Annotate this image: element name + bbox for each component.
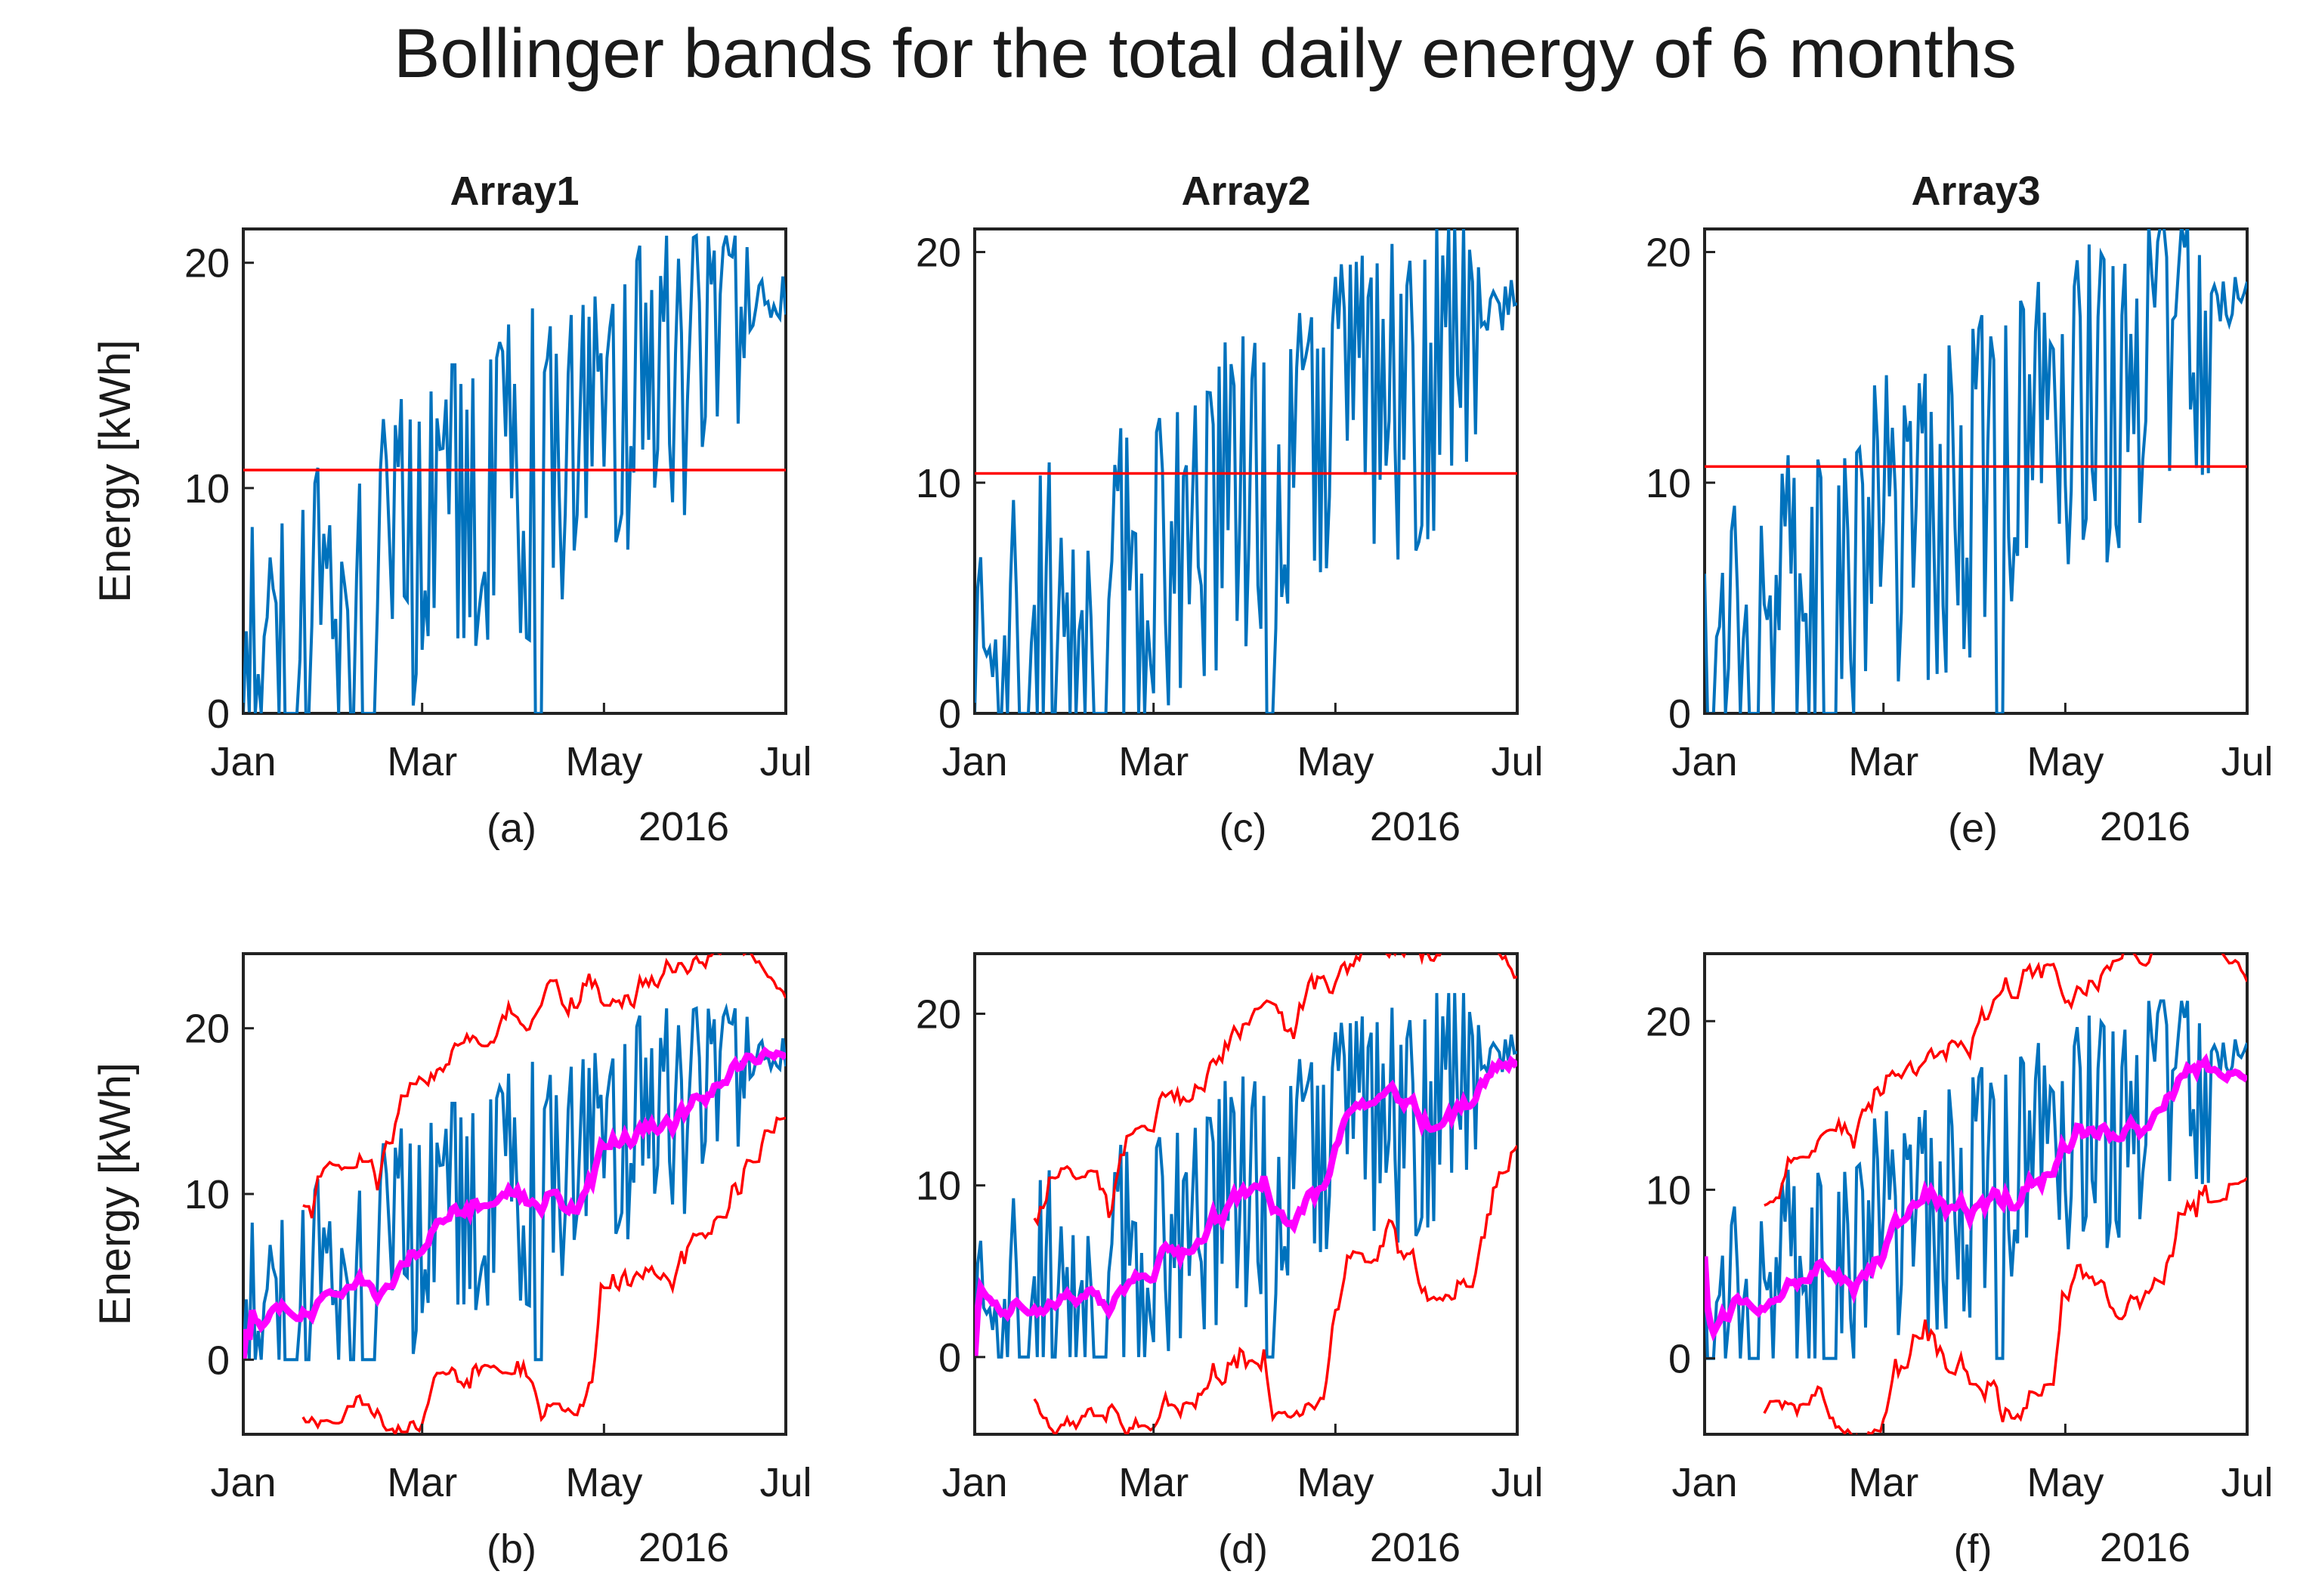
x-tick-label: Jul (759, 1460, 812, 1505)
year-label: 2016 (1370, 804, 1461, 849)
series-daily-energy (243, 1002, 786, 1362)
x-tick-label: Jan (210, 739, 276, 784)
y-axis-label: Energy [kWh] (91, 1062, 140, 1325)
x-tick-label: Jan (941, 1460, 1007, 1505)
plot-area (975, 229, 1517, 713)
plot-area (243, 233, 786, 713)
series-daily-energy (243, 233, 786, 713)
panel-e: 0 10 20 Jan Mar May Jul (e) 2016 Array3 (1646, 169, 2274, 851)
y-tick-label: 20 (184, 241, 230, 286)
y-tick-label: 0 (207, 1338, 230, 1383)
x-tick-label: Mar (1848, 739, 1918, 784)
y-tick-label: 10 (916, 1164, 961, 1209)
panel-b: 0 10 20 Jan Mar May Jul (b) 2016 Energy [kWh] (91, 952, 812, 1572)
x-tick-label: Jul (759, 739, 812, 784)
panel-d: 0 10 20 Jan Mar May Jul (d) 2016 (916, 952, 1544, 1572)
series-upper-band (1033, 954, 1517, 1227)
series-daily-energy (1705, 229, 2247, 713)
year-label: 2016 (2100, 1525, 2190, 1570)
x-tick-label: Jul (2221, 1460, 2273, 1505)
plot-area (1705, 954, 2247, 1434)
plot-area (243, 954, 786, 1434)
y-tick-label: 0 (1668, 691, 1691, 737)
y-tick-label: 20 (1646, 999, 1691, 1044)
y-axis-label: Energy [kWh] (91, 339, 140, 602)
x-tick-label: Mar (1118, 739, 1189, 784)
x-tick-label: May (2026, 739, 2104, 784)
plot-area (1705, 229, 2247, 713)
y-tick-label: 10 (1646, 461, 1691, 506)
y-tick-label: 20 (916, 230, 961, 276)
panel-title: Array2 (1181, 169, 1310, 214)
x-tick-label: Mar (387, 739, 457, 784)
y-tick-label: 10 (916, 461, 961, 506)
y-tick-label: 0 (938, 691, 961, 737)
x-tick-label: Jan (1671, 739, 1737, 784)
y-tick-label: 20 (916, 992, 961, 1038)
y-tick-label: 20 (1646, 230, 1691, 276)
y-tick-label: 0 (938, 1335, 961, 1381)
panel-sublabel: (d) (1218, 1526, 1268, 1572)
year-label: 2016 (1370, 1525, 1461, 1570)
series-moving-average (243, 1046, 786, 1360)
panel-title: Array3 (1911, 169, 2040, 214)
x-tick-label: Mar (1848, 1460, 1918, 1505)
series-lower-band (1033, 1145, 1517, 1434)
panel-a: 0 10 20 Jan Mar May Jul (a) 2016 Array1 Energy [kW… (91, 169, 812, 851)
x-tick-label: Mar (387, 1460, 457, 1505)
panel-c: 0 10 20 Jan Mar May Jul (c) 2016 Array2 (916, 169, 1544, 851)
y-tick-label: 0 (1668, 1337, 1691, 1382)
panel-sublabel: (f) (1954, 1526, 1992, 1572)
series-daily-energy (975, 229, 1517, 713)
y-tick-label: 10 (1646, 1168, 1691, 1213)
panel-f: 0 10 20 Jan Mar May Jul (f) 2016 (1646, 952, 2274, 1572)
y-tick-label: 10 (184, 1172, 230, 1217)
x-tick-label: May (2026, 1460, 2104, 1505)
x-tick-label: Jul (2221, 739, 2273, 784)
series-daily-energy (1705, 999, 2247, 1360)
series-upper-band (302, 954, 786, 1219)
panel-title: Array1 (450, 169, 579, 214)
series-moving-average (975, 1054, 1517, 1358)
y-tick-label: 10 (184, 466, 230, 512)
year-label: 2016 (638, 804, 729, 849)
panel-sublabel: (c) (1220, 806, 1267, 851)
series-lower-band (301, 1116, 786, 1434)
x-tick-label: May (565, 739, 642, 784)
series-daily-energy (975, 993, 1517, 1359)
figure-title: Bollinger bands for the total daily ener… (394, 15, 2017, 92)
series-moving-average (1705, 1053, 2247, 1342)
x-tick-label: Jan (941, 739, 1007, 784)
x-tick-label: Jan (1671, 1460, 1737, 1505)
x-tick-label: Jul (1491, 1460, 1543, 1505)
x-tick-label: May (565, 1460, 642, 1505)
plot-area (975, 954, 1517, 1434)
y-tick-label: 0 (207, 691, 230, 737)
series-upper-band (1764, 954, 2247, 1207)
x-tick-label: Jan (210, 1460, 276, 1505)
panel-sublabel: (e) (1948, 806, 1998, 851)
year-label: 2016 (638, 1525, 729, 1570)
x-tick-label: May (1297, 1460, 1374, 1505)
x-tick-label: Mar (1118, 1460, 1189, 1505)
y-tick-label: 20 (184, 1007, 230, 1052)
panel-sublabel: (b) (487, 1526, 536, 1572)
x-tick-label: Jul (1491, 739, 1543, 784)
panel-sublabel: (a) (487, 806, 536, 851)
x-tick-label: May (1297, 739, 1374, 784)
year-label: 2016 (2100, 804, 2190, 849)
series-lower-band (1763, 1177, 2247, 1434)
